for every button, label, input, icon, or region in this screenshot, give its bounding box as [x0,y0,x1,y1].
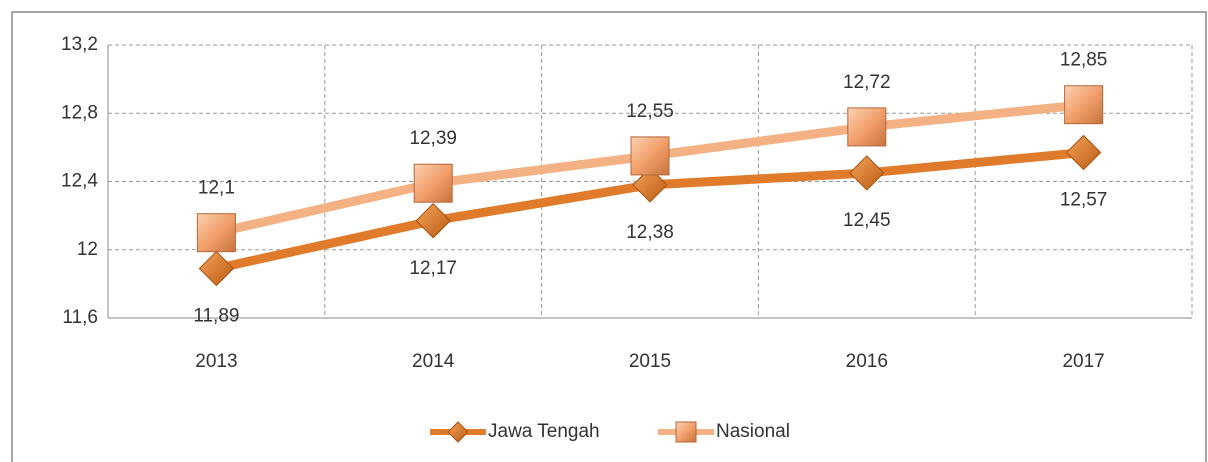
data-label: 12,17 [409,258,457,279]
square-marker [413,163,453,203]
legend-label: Jawa Tengah [488,421,600,442]
y-tick-label: 11,6 [62,307,98,328]
y-tick-label: 12 [77,239,98,260]
square-marker [196,213,236,253]
diamond-marker [415,203,451,239]
data-label: 12,57 [1060,190,1108,211]
diamond-marker [1065,134,1102,171]
data-label: 12,39 [409,128,457,149]
data-label: 12,72 [843,72,891,93]
diamond-marker [632,167,668,203]
y-tick-label: 12,4 [61,171,98,192]
x-tick-label: 2014 [412,351,455,372]
diamond-marker [198,250,235,287]
x-tick-label: 2016 [846,351,888,372]
y-tick-label: 12,8 [61,102,98,123]
x-tick-label: 2015 [629,351,671,372]
y-tick-label: 13,2 [61,34,98,55]
x-tick-label: 2013 [195,351,237,372]
chart-frame [11,11,1207,462]
data-label: 12,45 [843,210,891,231]
data-label: 12,55 [626,101,674,122]
x-tick-label: 2017 [1062,351,1104,372]
diamond-marker [849,155,885,191]
data-label: 12,38 [626,222,674,243]
square-marker [847,107,887,147]
legend-marker [447,421,469,443]
data-label: 12,85 [1060,50,1108,71]
square-marker [630,136,670,176]
legend-label: Nasional [716,421,790,442]
square-marker [1064,85,1104,125]
data-label: 11,89 [193,306,239,327]
data-label: 12,1 [198,178,235,199]
legend-marker [675,421,697,443]
